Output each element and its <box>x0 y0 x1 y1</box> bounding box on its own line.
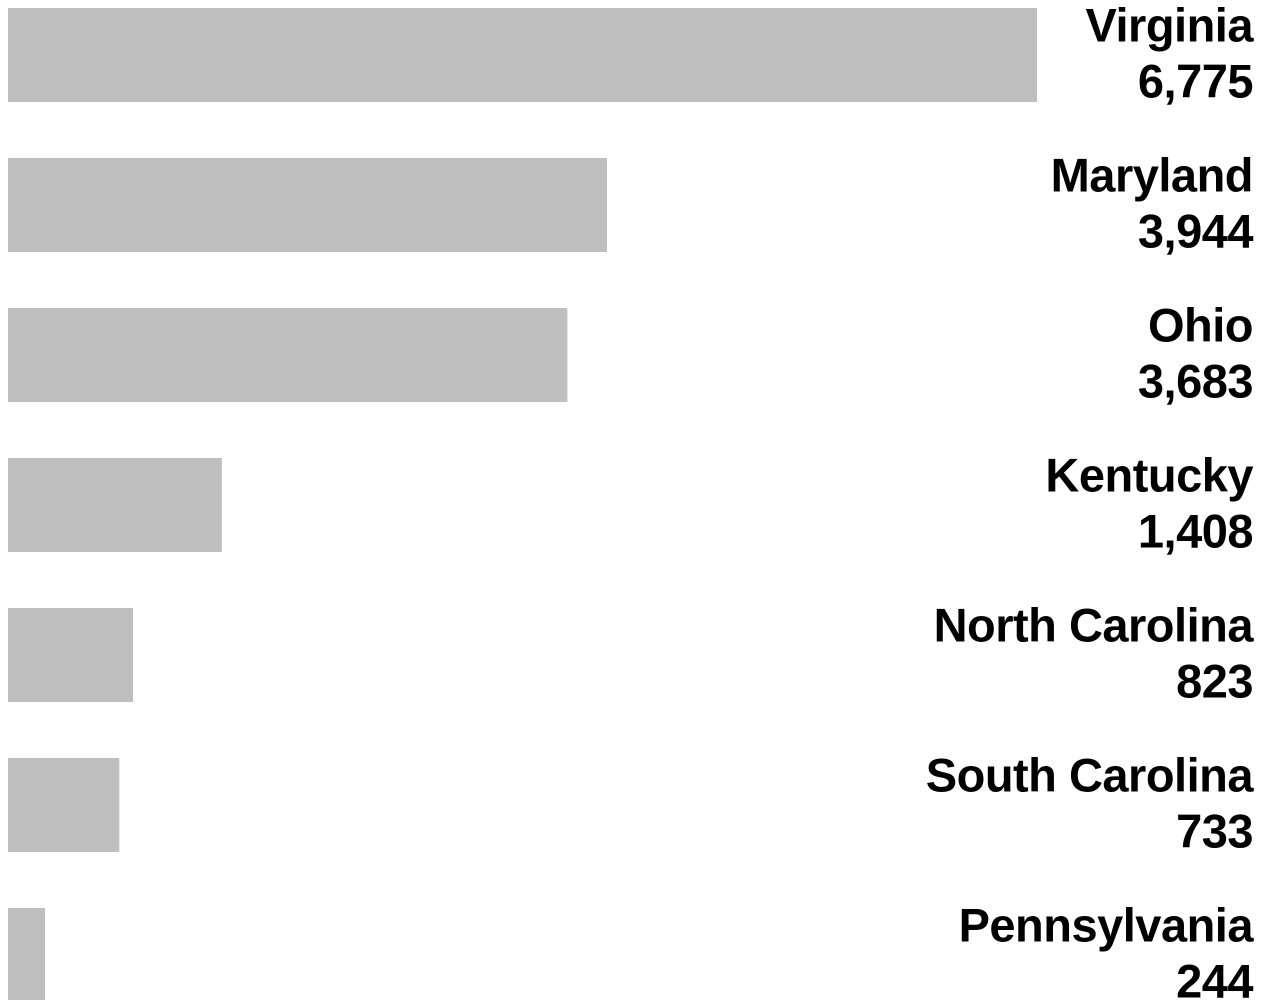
value-label: 3,944 <box>1138 204 1253 257</box>
bar <box>8 458 222 552</box>
category-label: North Carolina <box>934 598 1255 651</box>
bar <box>8 758 120 852</box>
value-label: 244 <box>1176 954 1253 1000</box>
category-label: Virginia <box>1085 0 1254 51</box>
category-label: Pennsylvania <box>959 898 1255 951</box>
value-label: 733 <box>1176 804 1253 857</box>
value-label: 6,775 <box>1138 54 1253 107</box>
category-label: South Carolina <box>926 748 1255 801</box>
value-label: 3,683 <box>1138 354 1253 407</box>
category-label: Ohio <box>1148 298 1253 351</box>
bar <box>8 8 1037 102</box>
value-label: 823 <box>1176 654 1253 707</box>
category-label: Maryland <box>1051 148 1253 201</box>
category-label: Kentucky <box>1045 448 1253 501</box>
bar <box>8 908 46 1000</box>
value-label: 1,408 <box>1138 504 1253 557</box>
bar <box>8 158 608 252</box>
bar <box>8 608 133 702</box>
bar <box>8 308 568 402</box>
